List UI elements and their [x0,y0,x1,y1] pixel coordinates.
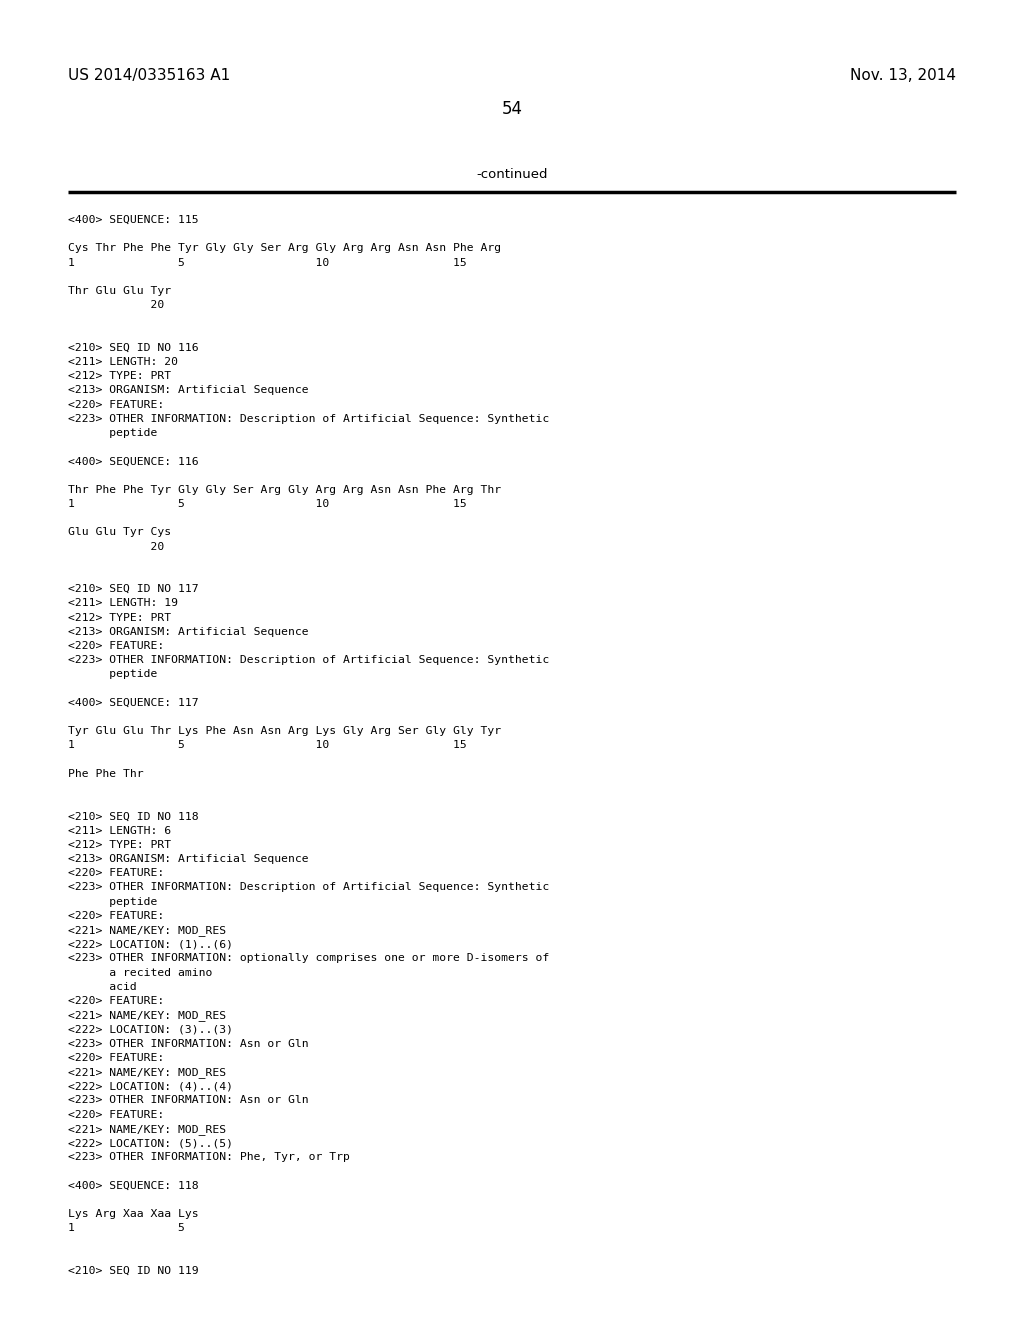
Text: 1               5                   10                  15: 1 5 10 15 [68,257,467,268]
Text: <222> LOCATION: (5)..(5): <222> LOCATION: (5)..(5) [68,1138,233,1148]
Text: <210> SEQ ID NO 117: <210> SEQ ID NO 117 [68,585,199,594]
Text: -continued: -continued [476,168,548,181]
Text: <222> LOCATION: (4)..(4): <222> LOCATION: (4)..(4) [68,1081,233,1092]
Text: <400> SEQUENCE: 118: <400> SEQUENCE: 118 [68,1180,199,1191]
Text: <222> LOCATION: (3)..(3): <222> LOCATION: (3)..(3) [68,1024,233,1035]
Text: <221> NAME/KEY: MOD_RES: <221> NAME/KEY: MOD_RES [68,1067,226,1078]
Text: <212> TYPE: PRT: <212> TYPE: PRT [68,371,171,381]
Text: <220> FEATURE:: <220> FEATURE: [68,869,164,878]
Text: <400> SEQUENCE: 115: <400> SEQUENCE: 115 [68,215,199,224]
Text: <222> LOCATION: (1)..(6): <222> LOCATION: (1)..(6) [68,940,233,949]
Text: <211> LENGTH: 20: <211> LENGTH: 20 [68,356,178,367]
Text: <221> NAME/KEY: MOD_RES: <221> NAME/KEY: MOD_RES [68,1123,226,1135]
Text: peptide: peptide [68,669,158,680]
Text: <210> SEQ ID NO 116: <210> SEQ ID NO 116 [68,343,199,352]
Text: <223> OTHER INFORMATION: Description of Artificial Sequence: Synthetic: <223> OTHER INFORMATION: Description of … [68,882,549,892]
Text: Tyr Glu Glu Thr Lys Phe Asn Asn Arg Lys Gly Arg Ser Gly Gly Tyr: Tyr Glu Glu Thr Lys Phe Asn Asn Arg Lys … [68,726,501,737]
Text: Phe Phe Thr: Phe Phe Thr [68,768,143,779]
Text: acid: acid [68,982,137,991]
Text: <221> NAME/KEY: MOD_RES: <221> NAME/KEY: MOD_RES [68,925,226,936]
Text: <220> FEATURE:: <220> FEATURE: [68,997,164,1006]
Text: 54: 54 [502,100,522,117]
Text: <212> TYPE: PRT: <212> TYPE: PRT [68,612,171,623]
Text: Cys Thr Phe Phe Tyr Gly Gly Ser Arg Gly Arg Arg Asn Asn Phe Arg: Cys Thr Phe Phe Tyr Gly Gly Ser Arg Gly … [68,243,501,253]
Text: 20: 20 [68,300,164,310]
Text: <223> OTHER INFORMATION: Asn or Gln: <223> OTHER INFORMATION: Asn or Gln [68,1096,308,1105]
Text: Thr Phe Phe Tyr Gly Gly Ser Arg Gly Arg Arg Asn Asn Phe Arg Thr: Thr Phe Phe Tyr Gly Gly Ser Arg Gly Arg … [68,484,501,495]
Text: 1               5                   10                  15: 1 5 10 15 [68,499,467,510]
Text: Nov. 13, 2014: Nov. 13, 2014 [850,69,956,83]
Text: <220> FEATURE:: <220> FEATURE: [68,911,164,921]
Text: Thr Glu Glu Tyr: Thr Glu Glu Tyr [68,286,171,296]
Text: 20: 20 [68,541,164,552]
Text: <400> SEQUENCE: 116: <400> SEQUENCE: 116 [68,457,199,466]
Text: a recited amino: a recited amino [68,968,212,978]
Text: <210> SEQ ID NO 118: <210> SEQ ID NO 118 [68,812,199,821]
Text: 1               5: 1 5 [68,1224,185,1233]
Text: <213> ORGANISM: Artificial Sequence: <213> ORGANISM: Artificial Sequence [68,627,308,636]
Text: <221> NAME/KEY: MOD_RES: <221> NAME/KEY: MOD_RES [68,1010,226,1022]
Text: peptide: peptide [68,896,158,907]
Text: <211> LENGTH: 6: <211> LENGTH: 6 [68,825,171,836]
Text: 1               5                   10                  15: 1 5 10 15 [68,741,467,750]
Text: <211> LENGTH: 19: <211> LENGTH: 19 [68,598,178,609]
Text: <220> FEATURE:: <220> FEATURE: [68,400,164,409]
Text: <223> OTHER INFORMATION: Description of Artificial Sequence: Synthetic: <223> OTHER INFORMATION: Description of … [68,413,549,424]
Text: <220> FEATURE:: <220> FEATURE: [68,1053,164,1063]
Text: <212> TYPE: PRT: <212> TYPE: PRT [68,840,171,850]
Text: <223> OTHER INFORMATION: Phe, Tyr, or Trp: <223> OTHER INFORMATION: Phe, Tyr, or Tr… [68,1152,350,1162]
Text: <223> OTHER INFORMATION: optionally comprises one or more D-isomers of: <223> OTHER INFORMATION: optionally comp… [68,953,549,964]
Text: <220> FEATURE:: <220> FEATURE: [68,1110,164,1119]
Text: US 2014/0335163 A1: US 2014/0335163 A1 [68,69,230,83]
Text: <213> ORGANISM: Artificial Sequence: <213> ORGANISM: Artificial Sequence [68,385,308,396]
Text: <220> FEATURE:: <220> FEATURE: [68,642,164,651]
Text: <213> ORGANISM: Artificial Sequence: <213> ORGANISM: Artificial Sequence [68,854,308,865]
Text: Glu Glu Tyr Cys: Glu Glu Tyr Cys [68,528,171,537]
Text: Lys Arg Xaa Xaa Lys: Lys Arg Xaa Xaa Lys [68,1209,199,1218]
Text: <400> SEQUENCE: 117: <400> SEQUENCE: 117 [68,698,199,708]
Text: <223> OTHER INFORMATION: Asn or Gln: <223> OTHER INFORMATION: Asn or Gln [68,1039,308,1048]
Text: <210> SEQ ID NO 119: <210> SEQ ID NO 119 [68,1266,199,1276]
Text: peptide: peptide [68,428,158,438]
Text: <223> OTHER INFORMATION: Description of Artificial Sequence: Synthetic: <223> OTHER INFORMATION: Description of … [68,655,549,665]
